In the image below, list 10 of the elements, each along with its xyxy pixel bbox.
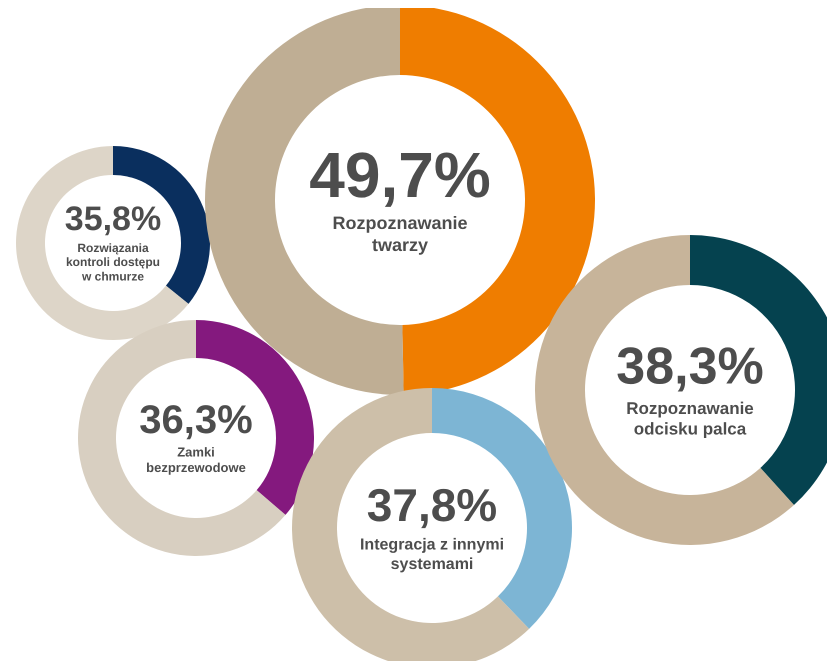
slice-label: Zamki bezprzewodowe [146, 444, 246, 476]
slice-label: Integracja z innymi systemami [360, 536, 504, 573]
data-label: 37,8% [366, 478, 498, 531]
data-label: 38,3% [616, 338, 764, 396]
data-label: 36,3% [139, 398, 253, 442]
slice-label: Rozwiązania kontroli dostępu w chmurze [66, 240, 160, 284]
data-label: 35,8% [64, 200, 162, 238]
slice-label: Rozpoznawanie odcisku palca [626, 399, 754, 439]
data-label: 49,7% [309, 138, 491, 211]
slice-label: Rozpoznawanie twarzy [332, 213, 468, 255]
